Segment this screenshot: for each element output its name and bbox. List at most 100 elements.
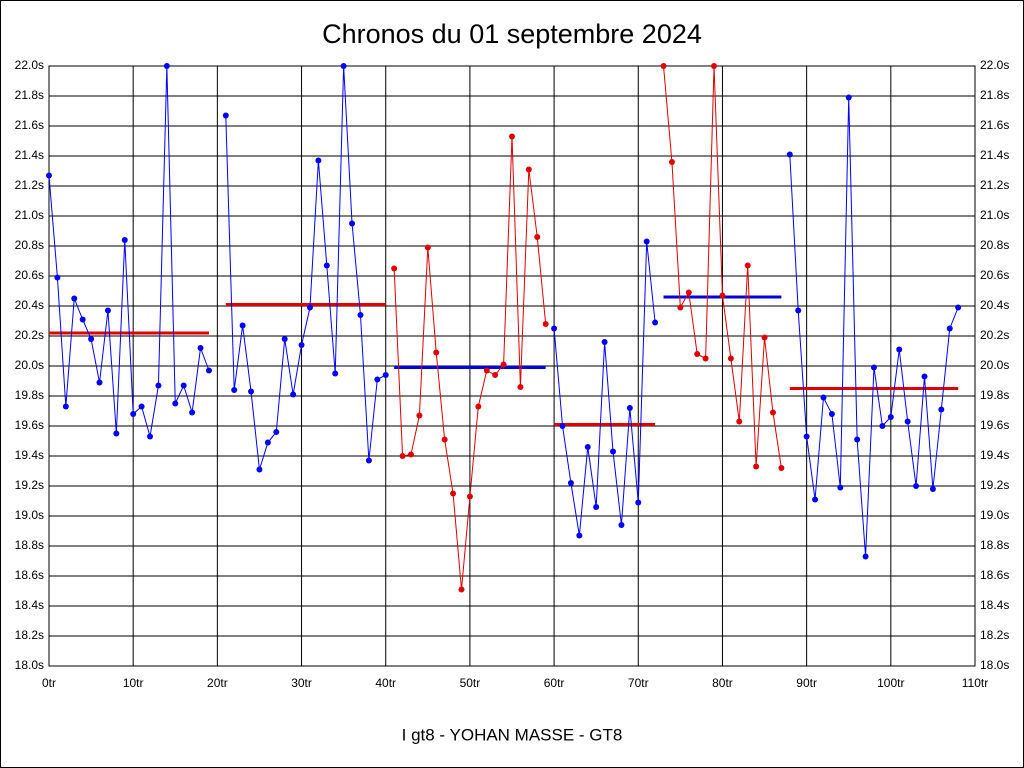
point: [610, 448, 617, 455]
point: [121, 237, 128, 243]
point: [281, 336, 288, 342]
point: [407, 451, 414, 458]
x-tick-label: 60tr: [544, 676, 565, 690]
point: [567, 480, 574, 486]
point: [323, 262, 330, 269]
point: [441, 436, 448, 443]
y-tick-label-right: 21.4s: [980, 148, 1009, 162]
y-tick-label-right: 19.2s: [980, 478, 1009, 492]
y-tick-label: 18.2s: [15, 628, 44, 642]
point: [450, 490, 457, 497]
chart-title: Chronos du 01 septembre 2024: [322, 19, 702, 49]
point: [955, 304, 962, 311]
point: [332, 370, 339, 377]
point: [643, 238, 650, 245]
point: [433, 349, 440, 356]
series-line: [225, 65, 386, 470]
y-tick-label-right: 20.0s: [980, 358, 1009, 372]
point: [71, 295, 78, 302]
point: [828, 411, 835, 417]
y-tick-label-right: 18.2s: [980, 628, 1009, 642]
point: [938, 406, 945, 413]
x-tick-label: 50tr: [460, 676, 481, 690]
point: [837, 484, 844, 491]
point: [601, 339, 608, 345]
point: [399, 453, 406, 459]
point: [913, 483, 920, 489]
y-tick-label-right: 19.8s: [980, 388, 1009, 402]
point: [702, 355, 709, 362]
point: [483, 367, 490, 374]
y-tick-label: 18.6s: [15, 568, 44, 582]
y-tick-label: 20.8s: [15, 238, 44, 252]
y-tick-label-right: 20.8s: [980, 238, 1009, 252]
point: [635, 499, 642, 506]
y-tick-label-right: 20.2s: [980, 328, 1009, 342]
y-tick-label: 21.8s: [15, 88, 44, 102]
point: [264, 439, 271, 446]
point: [458, 586, 465, 593]
point: [475, 403, 482, 410]
point: [416, 412, 423, 419]
point: [896, 346, 903, 353]
point: [349, 220, 356, 227]
x-tick-label: 100tr: [877, 676, 904, 690]
point: [626, 405, 633, 411]
point: [517, 384, 524, 390]
point: [155, 382, 162, 389]
y-tick-label: 21.4s: [15, 148, 44, 162]
y-tick-label: 20.6s: [15, 268, 44, 282]
y-tick-label-right: 19.0s: [980, 508, 1009, 522]
point: [727, 355, 734, 362]
point: [551, 325, 558, 332]
y-tick-label-right: 21.8s: [980, 88, 1009, 102]
x-tick-label: 30tr: [291, 676, 312, 690]
y-tick-label: 20.4s: [15, 298, 44, 312]
point: [492, 372, 499, 378]
point: [761, 334, 768, 341]
point: [273, 429, 280, 435]
point: [542, 321, 549, 327]
point: [222, 112, 229, 119]
y-tick-label: 20.0s: [15, 358, 44, 372]
y-tick-label-right: 19.4s: [980, 448, 1009, 462]
point: [769, 409, 776, 416]
point: [500, 361, 507, 368]
point: [660, 63, 667, 69]
y-tick-label: 21.6s: [15, 118, 44, 132]
y-tick-label: 19.8s: [15, 388, 44, 402]
point: [466, 493, 473, 500]
point: [778, 465, 785, 471]
y-tick-label: 22.0s: [15, 58, 44, 72]
y-tick-label: 21.0s: [15, 208, 44, 222]
point: [854, 436, 861, 443]
point: [929, 486, 936, 492]
point: [96, 379, 103, 386]
y-tick-label: 21.2s: [15, 178, 44, 192]
point: [744, 262, 751, 269]
point: [205, 367, 212, 374]
y-tick-label-right: 19.6s: [980, 418, 1009, 432]
point: [719, 292, 726, 299]
point: [694, 351, 701, 357]
point: [845, 94, 852, 101]
x-axis-label: I gt8 - YOHAN MASSE - GT8: [402, 725, 623, 744]
point: [79, 316, 86, 323]
y-tick-label: 20.2s: [15, 328, 44, 342]
x-tick-label: 110tr: [962, 676, 988, 690]
point: [711, 63, 718, 69]
y-tick-label-right: 18.6s: [980, 568, 1009, 582]
point: [736, 418, 743, 425]
point: [887, 414, 894, 420]
x-tick-label: 0tr: [42, 676, 56, 690]
y-tick-label-right: 18.0s: [980, 658, 1009, 672]
x-tick-label: 20tr: [207, 676, 228, 690]
point: [130, 411, 137, 417]
point: [812, 496, 819, 503]
point: [525, 166, 532, 173]
y-tick-label: 18.0s: [15, 658, 44, 672]
point: [803, 433, 810, 440]
point: [189, 409, 196, 416]
